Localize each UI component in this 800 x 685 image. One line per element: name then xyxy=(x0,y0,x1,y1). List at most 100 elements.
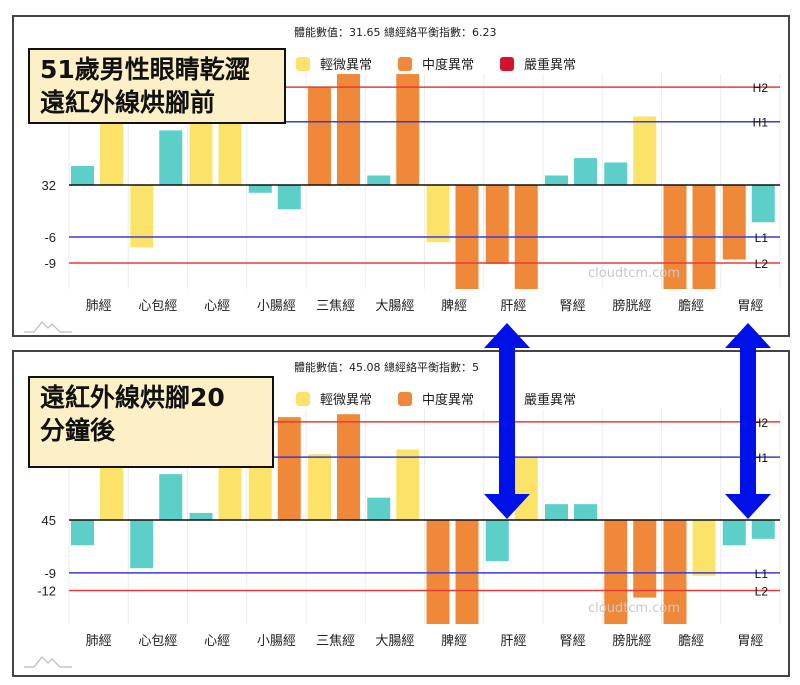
bar-mild xyxy=(218,462,242,520)
bar-moderate xyxy=(633,520,657,598)
legend-item-moderate[interactable]: 中度異常 xyxy=(398,389,474,408)
bar-normal xyxy=(545,504,568,520)
y-tick-label: -6 xyxy=(44,230,56,245)
bar-normal xyxy=(574,504,597,520)
legend: 輕微異常 中度異常 嚴重異常 xyxy=(296,54,602,73)
bar-mild xyxy=(633,116,657,185)
x-tick-label: 小腸經 xyxy=(257,299,296,314)
legend-label: 嚴重異常 xyxy=(524,393,577,408)
bar-normal xyxy=(71,165,94,185)
bar-mild xyxy=(100,115,123,185)
legend-item-severe[interactable]: 嚴重異常 xyxy=(500,54,576,73)
bar-chart-before: H2 H1 L1 L2 32 -6 -9 肺經 心包經 心經 小腸經 三焦經 大腸經 脾經 肝經 腎經 膀胱經 膽… xyxy=(24,74,781,333)
bar-normal xyxy=(604,162,628,185)
bar-mild xyxy=(100,462,123,520)
bar-mild xyxy=(189,115,213,185)
bar-normal xyxy=(722,520,746,546)
x-tick-label: 肝經 xyxy=(500,299,526,314)
ref-line-label: L2 xyxy=(755,585,769,599)
panel-label-line: 51歲男性眼睛乾澀 xyxy=(40,55,250,84)
y-tick-label: 32 xyxy=(42,178,56,193)
bar-mild xyxy=(692,520,716,576)
bar-moderate xyxy=(663,520,687,624)
x-tick-label: 肝經 xyxy=(500,634,526,649)
bar-moderate xyxy=(485,185,509,264)
bar-moderate xyxy=(277,417,301,520)
x-tick-label: 腎經 xyxy=(560,299,586,314)
bar-mild xyxy=(248,462,272,520)
bar-moderate xyxy=(337,74,360,185)
bar-normal xyxy=(159,474,183,520)
bar-moderate xyxy=(722,185,746,260)
legend-swatch-mild xyxy=(296,56,310,71)
x-tick-label: 胃經 xyxy=(737,299,763,314)
legend-swatch-severe xyxy=(500,391,515,406)
legend-swatch-mild xyxy=(296,391,310,406)
panel-label-box: 51歲男性眼睛乾澀 遠紅外線烘腳前 xyxy=(28,48,286,124)
bar-moderate xyxy=(396,74,420,185)
y-tick-label: -9 xyxy=(44,566,56,581)
x-tick-label: 心包經 xyxy=(138,634,177,649)
legend-item-moderate[interactable]: 中度異常 xyxy=(398,54,474,73)
panel-label-line: 遠紅外線烘腳前 xyxy=(40,88,216,117)
bar-moderate xyxy=(455,520,479,624)
x-tick-label: 大腸經 xyxy=(375,299,414,314)
bar-mild xyxy=(426,185,450,243)
x-tick-label: 心經 xyxy=(204,299,230,314)
stats-text: 體能數值：31.65 總經絡平衡指數：6.23 xyxy=(294,26,497,39)
stats-text: 體能數值：45.08 總經絡平衡指數：5 xyxy=(294,361,479,374)
x-tick-label: 膀胱經 xyxy=(612,633,651,649)
x-tick-label: 膽經 xyxy=(678,299,704,314)
bar-mild xyxy=(396,449,420,520)
bar-normal xyxy=(248,185,272,193)
bar-normal xyxy=(574,158,597,185)
bar-mild xyxy=(308,454,331,520)
bar-moderate xyxy=(308,87,331,185)
x-tick-label: 腎經 xyxy=(560,634,586,649)
legend-item-mild[interactable]: 輕微異常 xyxy=(296,389,372,408)
bar-normal xyxy=(545,175,568,185)
legend-item-mild[interactable]: 輕微異常 xyxy=(296,54,372,73)
x-tick-label: 膽經 xyxy=(678,634,704,649)
bar-normal xyxy=(189,512,213,520)
chart-panel-before: H2 H1 L1 L2 32 -6 -9 肺經 心包經 心經 小腸經 三焦經 大腸經 脾經 肝經 腎經 膀胱經 膽… xyxy=(12,15,790,337)
y-tick-label: -9 xyxy=(44,256,56,271)
ref-line-label: H2 xyxy=(753,81,769,95)
x-tick-label: 大腸經 xyxy=(375,634,414,649)
bar-normal xyxy=(130,520,154,569)
x-tick-label: 肺經 xyxy=(86,299,112,314)
panel-label-line: 分鐘後 xyxy=(40,416,116,445)
x-tick-label: 小腸經 xyxy=(257,634,296,649)
chart-panel-after: H2 H1 L1 L2 45 -9 -12 肺經 心包經 心經 小腸經 三焦經 大腸經 脾經 肝經 腎經 膀胱經… xyxy=(12,350,790,677)
bar-normal xyxy=(367,497,391,520)
bar-normal xyxy=(277,185,301,210)
ref-line-label: H1 xyxy=(753,116,769,130)
bar-mild xyxy=(514,457,538,520)
x-tick-label: 胃經 xyxy=(737,634,763,649)
legend-label: 中度異常 xyxy=(422,58,475,73)
x-tick-label: 三焦經 xyxy=(316,299,355,314)
watermark: cloudtcm.com xyxy=(588,601,680,616)
ref-line-label: L2 xyxy=(755,257,769,271)
bar-normal xyxy=(71,520,94,546)
panel-label-line: 遠紅外線烘腳20 xyxy=(40,383,225,412)
legend: 輕微異常 中度異常 嚴重異常 xyxy=(296,389,602,408)
ref-line-label: L1 xyxy=(755,567,769,581)
ref-line-label: H2 xyxy=(753,416,769,430)
bar-moderate xyxy=(337,414,360,520)
legend-label: 輕微異常 xyxy=(320,58,373,73)
x-tick-label: 心包經 xyxy=(138,299,177,314)
legend-label: 中度異常 xyxy=(422,393,475,408)
watermark: cloudtcm.com xyxy=(588,266,680,281)
bar-mild xyxy=(130,185,154,248)
x-tick-label: 肺經 xyxy=(86,634,112,649)
bar-normal xyxy=(751,520,775,539)
logo-icon xyxy=(24,656,72,668)
bar-normal xyxy=(367,175,391,185)
x-tick-label: 心經 xyxy=(204,634,230,649)
x-tick-label: 膀胱經 xyxy=(612,298,651,314)
ref-line-label: H1 xyxy=(753,451,769,465)
legend-item-severe[interactable]: 嚴重異常 xyxy=(500,389,576,408)
legend-swatch-moderate xyxy=(398,56,413,71)
